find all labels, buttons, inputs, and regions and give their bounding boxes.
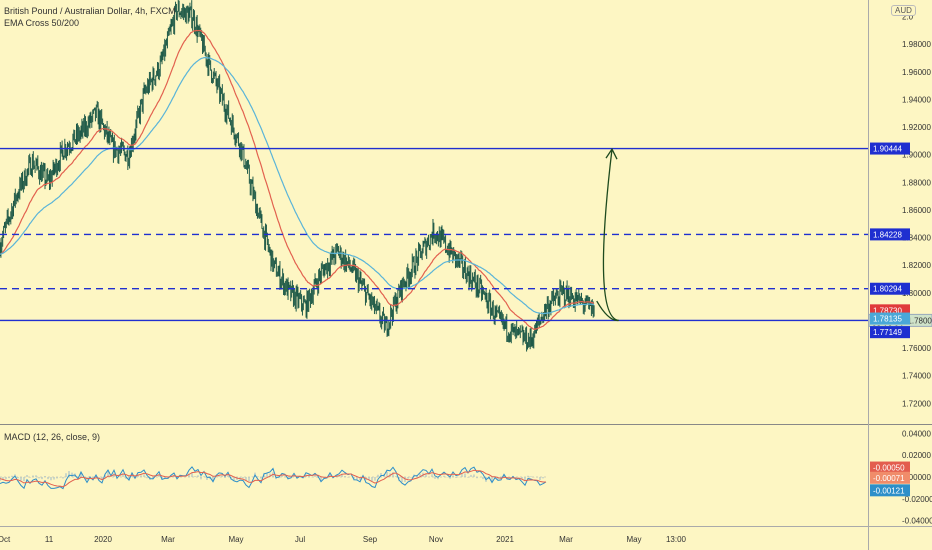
- level-price-tag-bg: [870, 282, 910, 295]
- macd-tick-label: -0.04000: [902, 517, 932, 526]
- macd-tick-label: -0.02000: [902, 495, 932, 504]
- price-tick-label: 1.72000: [902, 399, 931, 408]
- price-tick-label: 1.86000: [902, 206, 931, 215]
- ema-lines: [0, 29, 595, 330]
- horizontal-levels[interactable]: [0, 147, 868, 322]
- time-tick-label: Sep: [363, 535, 378, 544]
- ema-slow-line: [0, 56, 595, 315]
- macd-tick-label: 0.02000: [902, 451, 931, 460]
- macd-value-tag-bg: [870, 484, 910, 497]
- level-price-tag: 1.84228: [873, 230, 902, 239]
- price-tick-label: 1.90000: [902, 151, 931, 160]
- time-tick-label: 2021: [496, 535, 514, 544]
- macd-pane: [0, 466, 548, 490]
- time-tick-label: May: [626, 535, 641, 544]
- macd-tick-label: 0.04000: [902, 429, 931, 438]
- currency-badge[interactable]: AUD: [891, 5, 916, 16]
- price-tick-label: 1.84000: [902, 234, 931, 243]
- time-tick-label: Oct: [0, 535, 11, 544]
- candles: [0, 0, 595, 352]
- price-tick-label: 1.96000: [902, 68, 931, 77]
- price-tick-label: 1.88000: [902, 178, 931, 187]
- projection-curve: [596, 149, 619, 322]
- macd-value-tag: -0.00071: [873, 474, 905, 483]
- chart-title: British Pound / Australian Dollar, 4h, F…: [4, 6, 176, 16]
- level-price-tag-bg: [870, 142, 910, 155]
- price-tag: 1.78730: [873, 306, 902, 315]
- level-price-tag: 1.90444: [873, 145, 902, 154]
- level-price-tag: 1.80294: [873, 285, 902, 294]
- projection-arrowhead: [605, 147, 618, 160]
- price-tick-label: 1.98000: [902, 40, 931, 49]
- level-price-tag-bg: [870, 228, 910, 241]
- price-tag-bg: [870, 326, 910, 339]
- price-tick-label: 1.94000: [902, 95, 931, 104]
- macd-value-tag-bg: [870, 461, 910, 474]
- price-tick-label: 1.92000: [902, 123, 931, 132]
- time-tick-label: Mar: [559, 535, 573, 544]
- time-tick-label: Nov: [429, 535, 443, 544]
- time-tick-label: 11: [45, 535, 54, 544]
- macd-signal-line: [0, 469, 546, 488]
- time-tick-label: May: [228, 535, 243, 544]
- price-tag-bg: [870, 312, 910, 325]
- price-tick-label: 1.74000: [902, 372, 931, 381]
- macd-tick-label: 0.00000: [902, 473, 931, 482]
- price-tick-label: 1.80000: [902, 289, 931, 298]
- price-tick-label: 1.76000: [902, 344, 931, 353]
- macd-label: MACD (12, 26, close, 9): [4, 432, 101, 442]
- ema-fast-line: [0, 29, 595, 330]
- time-axis[interactable]: Oct 11 2020 Mar May Jul Sep Nov 2021 Mar May 13:00: [0, 535, 687, 544]
- price-tick-label: 1.82000: [902, 261, 931, 270]
- macd-value-tag-bg: [870, 471, 910, 484]
- time-tick-label: Jul: [295, 535, 305, 544]
- macd-value-tag: -0.00121: [873, 486, 905, 495]
- projection-arrow[interactable]: [596, 147, 619, 322]
- macd-value-tag: -0.00050: [873, 464, 905, 473]
- time-tick-label: 13:00: [666, 535, 687, 544]
- indicator-label: EMA Cross 50/200: [4, 18, 80, 28]
- price-tick-label: 2.0: [902, 13, 914, 22]
- time-tick-label: 2020: [94, 535, 112, 544]
- time-tick-label: Mar: [161, 535, 175, 544]
- price-tag: 1.77149: [873, 328, 902, 337]
- price-tag: 1.78135: [873, 315, 902, 324]
